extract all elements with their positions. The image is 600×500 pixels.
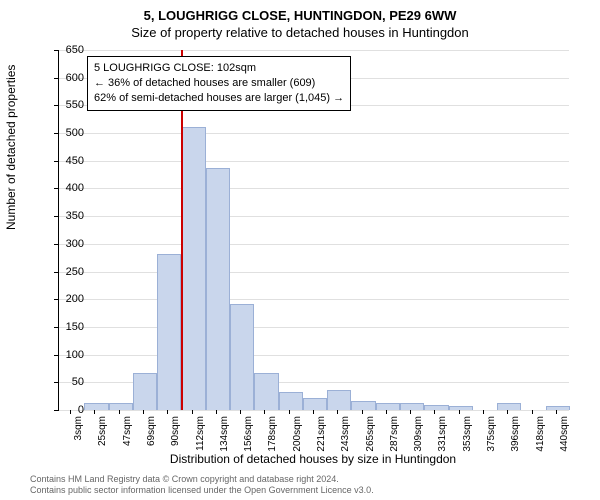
y-axis-label: Number of detached properties bbox=[4, 65, 18, 230]
xtick-mark bbox=[532, 410, 533, 414]
xtick-label: 156sqm bbox=[243, 416, 254, 466]
ytick-label: 200 bbox=[54, 293, 84, 305]
chart-container: 5, LOUGHRIGG CLOSE, HUNTINGDON, PE29 6WW… bbox=[0, 0, 600, 500]
gridline bbox=[59, 410, 569, 411]
histogram-bar bbox=[109, 403, 133, 410]
histogram-bar bbox=[449, 406, 473, 410]
ytick-label: 150 bbox=[54, 321, 84, 333]
xtick-label: 396sqm bbox=[510, 416, 521, 466]
xtick-mark bbox=[313, 410, 314, 414]
xtick-mark bbox=[459, 410, 460, 414]
histogram-bar bbox=[303, 398, 327, 410]
footer-line-2: Contains public sector information licen… bbox=[30, 485, 374, 496]
xtick-mark bbox=[386, 410, 387, 414]
xtick-mark bbox=[556, 410, 557, 414]
xtick-label: 47sqm bbox=[122, 416, 133, 466]
histogram-bar bbox=[254, 373, 278, 410]
xtick-mark bbox=[337, 410, 338, 414]
xtick-mark bbox=[70, 410, 71, 414]
histogram-bar bbox=[497, 403, 521, 410]
histogram-bar bbox=[181, 127, 205, 410]
xtick-label: 112sqm bbox=[195, 416, 206, 466]
xtick-mark bbox=[94, 410, 95, 414]
ytick-label: 250 bbox=[54, 266, 84, 278]
xtick-label: 287sqm bbox=[389, 416, 400, 466]
histogram-bar bbox=[424, 405, 448, 410]
xtick-label: 178sqm bbox=[267, 416, 278, 466]
histogram-bar bbox=[84, 403, 108, 410]
xtick-mark bbox=[143, 410, 144, 414]
xtick-mark bbox=[434, 410, 435, 414]
xtick-label: 90sqm bbox=[170, 416, 181, 466]
gridline bbox=[59, 50, 569, 51]
xtick-label: 331sqm bbox=[437, 416, 448, 466]
xtick-label: 3sqm bbox=[73, 416, 84, 466]
gridline bbox=[59, 327, 569, 328]
xtick-mark bbox=[192, 410, 193, 414]
gridline bbox=[59, 272, 569, 273]
ytick-label: 500 bbox=[54, 127, 84, 139]
histogram-bar bbox=[157, 254, 181, 410]
ytick-label: 450 bbox=[54, 155, 84, 167]
gridline bbox=[59, 188, 569, 189]
xtick-mark bbox=[167, 410, 168, 414]
info-line-2: ← 36% of detached houses are smaller (60… bbox=[94, 76, 344, 91]
histogram-bar bbox=[400, 403, 424, 410]
xtick-mark bbox=[240, 410, 241, 414]
histogram-bar bbox=[230, 304, 254, 410]
histogram-bar bbox=[376, 403, 400, 410]
xtick-label: 243sqm bbox=[340, 416, 351, 466]
info-line-3: 62% of semi-detached houses are larger (… bbox=[94, 91, 344, 106]
gridline bbox=[59, 216, 569, 217]
ytick-label: 600 bbox=[54, 72, 84, 84]
xtick-mark bbox=[119, 410, 120, 414]
xtick-mark bbox=[216, 410, 217, 414]
plot-area: 5 LOUGHRIGG CLOSE: 102sqm ← 36% of detac… bbox=[58, 50, 569, 411]
xtick-mark bbox=[362, 410, 363, 414]
ytick-label: 550 bbox=[54, 99, 84, 111]
xtick-label: 418sqm bbox=[535, 416, 546, 466]
ytick-label: 0 bbox=[54, 404, 84, 416]
xtick-label: 200sqm bbox=[292, 416, 303, 466]
histogram-bar bbox=[327, 390, 351, 410]
histogram-bar bbox=[279, 392, 303, 410]
gridline bbox=[59, 244, 569, 245]
gridline bbox=[59, 133, 569, 134]
xtick-label: 134sqm bbox=[219, 416, 230, 466]
ytick-label: 400 bbox=[54, 182, 84, 194]
ytick-label: 350 bbox=[54, 210, 84, 222]
histogram-bar bbox=[351, 401, 375, 410]
xtick-label: 221sqm bbox=[316, 416, 327, 466]
info-box: 5 LOUGHRIGG CLOSE: 102sqm ← 36% of detac… bbox=[87, 56, 351, 111]
xtick-mark bbox=[264, 410, 265, 414]
xtick-label: 309sqm bbox=[413, 416, 424, 466]
footer-text: Contains HM Land Registry data © Crown c… bbox=[30, 474, 374, 496]
gridline bbox=[59, 299, 569, 300]
histogram-bar bbox=[546, 406, 570, 410]
xtick-mark bbox=[507, 410, 508, 414]
chart-subtitle: Size of property relative to detached ho… bbox=[0, 25, 600, 40]
xtick-mark bbox=[483, 410, 484, 414]
gridline bbox=[59, 161, 569, 162]
histogram-bar bbox=[206, 168, 230, 410]
gridline bbox=[59, 355, 569, 356]
footer-line-1: Contains HM Land Registry data © Crown c… bbox=[30, 474, 374, 485]
xtick-label: 265sqm bbox=[365, 416, 376, 466]
xtick-label: 440sqm bbox=[559, 416, 570, 466]
xtick-label: 25sqm bbox=[97, 416, 108, 466]
chart-title: 5, LOUGHRIGG CLOSE, HUNTINGDON, PE29 6WW bbox=[0, 0, 600, 23]
xtick-mark bbox=[289, 410, 290, 414]
xtick-mark bbox=[410, 410, 411, 414]
info-line-1: 5 LOUGHRIGG CLOSE: 102sqm bbox=[94, 61, 344, 76]
ytick-label: 650 bbox=[54, 44, 84, 56]
xtick-label: 69sqm bbox=[146, 416, 157, 466]
ytick-label: 50 bbox=[54, 376, 84, 388]
xtick-label: 375sqm bbox=[486, 416, 497, 466]
xtick-label: 353sqm bbox=[462, 416, 473, 466]
ytick-label: 300 bbox=[54, 238, 84, 250]
ytick-label: 100 bbox=[54, 349, 84, 361]
histogram-bar bbox=[133, 373, 157, 410]
